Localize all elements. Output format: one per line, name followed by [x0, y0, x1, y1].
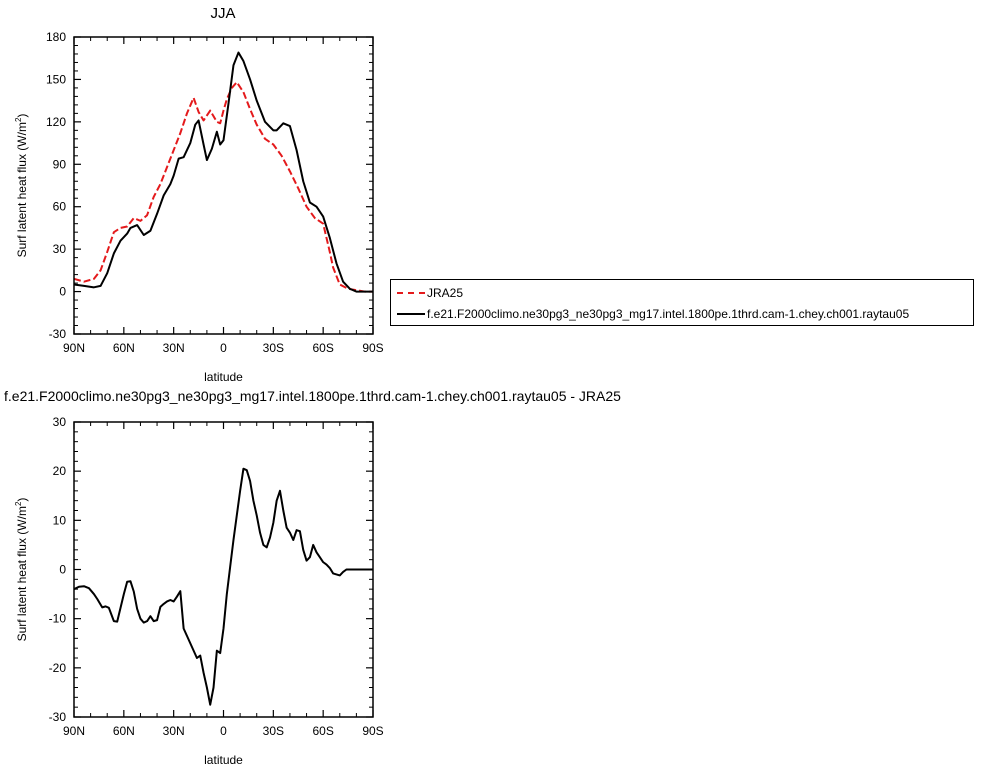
plot-frame [73, 36, 374, 335]
y-tick-label: -10 [49, 612, 67, 626]
plot-frame [73, 421, 374, 718]
legend-swatch-dashed-red [397, 292, 425, 294]
x-tick-label: 30N [163, 341, 185, 355]
series-line-difference [73, 467, 373, 706]
y-tick-label: 120 [46, 115, 66, 129]
x-tick-label: 60S [312, 341, 333, 355]
x-axis-label: latitude [204, 370, 243, 384]
legend-label-jra25: JRA25 [427, 286, 464, 300]
y-tick-label: -30 [49, 710, 67, 724]
x-tick-label: 30N [163, 724, 185, 738]
y-axis-label: Surf latent heat flux (W/m2) [14, 498, 29, 642]
x-tick-label: 60N [113, 341, 135, 355]
y-tick-label: 30 [53, 415, 67, 429]
y-tick-label: -30 [49, 327, 67, 341]
y-tick-label: 0 [59, 285, 66, 299]
x-tick-label: 60N [113, 724, 135, 738]
y-tick-label: -20 [49, 661, 67, 675]
x-tick-label: 0 [220, 724, 227, 738]
x-tick-label: 30S [263, 341, 284, 355]
y-tick-label: 180 [46, 30, 66, 44]
y-tick-label: 60 [53, 200, 67, 214]
y-tick-label: 0 [59, 563, 66, 577]
series-line-f [73, 51, 373, 293]
x-tick-label: 90S [362, 724, 383, 738]
legend-label-model: f.e21.F2000climo.ne30pg3_ne30pg3_mg17.in… [427, 307, 910, 321]
panel-1 [73, 36, 374, 335]
y-tick-label: 10 [53, 513, 67, 527]
y-axis-label: Surf latent heat flux (W/m2) [14, 114, 29, 258]
x-tick-label: 90N [63, 724, 85, 738]
x-tick-label: 60S [312, 724, 333, 738]
x-tick-label: 30S [263, 724, 284, 738]
x-tick-label: 90N [63, 341, 85, 355]
chart-title: f.e21.F2000climo.ne30pg3_ne30pg3_mg17.in… [4, 388, 621, 404]
series-line-jra25 [73, 81, 373, 293]
x-tick-label: 0 [220, 341, 227, 355]
x-tick-label: 90S [362, 341, 383, 355]
y-tick-label: 150 [46, 72, 66, 86]
legend: JRA25 f.e21.F2000climo.ne30pg3_ne30pg3_m… [390, 279, 974, 326]
x-axis-label: latitude [204, 753, 243, 767]
y-tick-label: 20 [53, 464, 67, 478]
legend-entry-model: f.e21.F2000climo.ne30pg3_ne30pg3_mg17.in… [397, 304, 909, 324]
panel-2 [73, 421, 374, 718]
legend-entry-jra25: JRA25 [397, 283, 463, 303]
y-tick-label: 90 [53, 157, 67, 171]
chart-title: JJA [210, 5, 235, 22]
legend-swatch-solid-black [397, 313, 425, 315]
y-tick-label: 30 [53, 242, 67, 256]
